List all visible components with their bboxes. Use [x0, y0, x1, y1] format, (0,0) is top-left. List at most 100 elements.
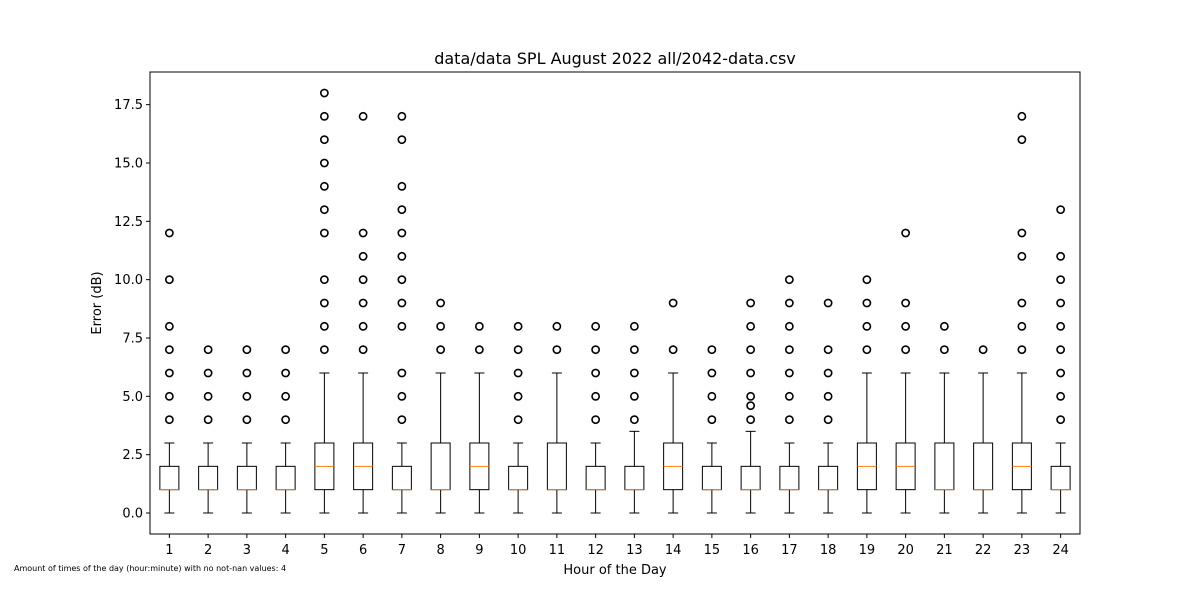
- outlier-point: [1056, 368, 1066, 378]
- outlier-point: [397, 321, 407, 331]
- x-tick-label: 11: [549, 543, 566, 558]
- outlier-point: [862, 275, 872, 285]
- box-iqr: [624, 465, 645, 491]
- outlier-point: [707, 368, 717, 378]
- outlier-point: [862, 321, 872, 331]
- outlier-point: [358, 228, 368, 238]
- outlier-point: [513, 391, 523, 401]
- outlier-point: [1017, 135, 1027, 145]
- outlier-point: [1056, 298, 1066, 308]
- y-tick-label: 10.0: [114, 273, 143, 288]
- outlier-point: [746, 415, 756, 425]
- outlier-point: [397, 415, 407, 425]
- outlier-point: [397, 251, 407, 261]
- outlier-point: [397, 368, 407, 378]
- outlier-point: [1017, 321, 1027, 331]
- outlier-point: [1017, 298, 1027, 308]
- box-iqr: [275, 465, 296, 491]
- y-tick-label: 5.0: [122, 390, 143, 405]
- x-tick-label: 14: [665, 543, 682, 558]
- outlier-point: [319, 321, 329, 331]
- x-tick-label: 1: [165, 543, 173, 558]
- outlier-point: [436, 298, 446, 308]
- box-iqr: [391, 465, 412, 491]
- outlier-point: [397, 275, 407, 285]
- outlier-point: [358, 275, 368, 285]
- outlier-point: [707, 415, 717, 425]
- outlier-point: [591, 345, 601, 355]
- outlier-point: [823, 368, 833, 378]
- outlier-point: [1017, 111, 1027, 121]
- outlier-point: [242, 415, 252, 425]
- outlier-point: [397, 298, 407, 308]
- x-tick-label: 13: [626, 543, 643, 558]
- x-tick-label: 15: [704, 543, 721, 558]
- outlier-point: [1056, 275, 1066, 285]
- outlier-point: [164, 368, 174, 378]
- outlier-point: [1017, 251, 1027, 261]
- outlier-point: [939, 321, 949, 331]
- outlier-point: [319, 275, 329, 285]
- x-tick-label: 22: [975, 543, 992, 558]
- outlier-point: [1017, 228, 1027, 238]
- x-tick-label: 12: [587, 543, 604, 558]
- y-tick-label: 17.5: [114, 98, 143, 113]
- x-tick-label: 6: [359, 543, 367, 558]
- outlier-point: [164, 275, 174, 285]
- outlier-point: [1056, 321, 1066, 331]
- outlier-point: [707, 391, 717, 401]
- outlier-point: [629, 391, 639, 401]
- outlier-point: [319, 181, 329, 191]
- outlier-point: [513, 415, 523, 425]
- outlier-point: [358, 345, 368, 355]
- outlier-point: [746, 368, 756, 378]
- outlier-point: [358, 111, 368, 121]
- outlier-point: [319, 158, 329, 168]
- outlier-point: [784, 391, 794, 401]
- outlier-point: [591, 368, 601, 378]
- outlier-point: [436, 345, 446, 355]
- x-tick-label: 7: [398, 543, 406, 558]
- outlier-point: [164, 415, 174, 425]
- box-iqr: [159, 465, 180, 491]
- outlier-point: [823, 391, 833, 401]
- box-iqr: [740, 465, 761, 491]
- outlier-point: [784, 415, 794, 425]
- outlier-point: [474, 321, 484, 331]
- outlier-point: [823, 345, 833, 355]
- x-tick-label: 18: [820, 543, 837, 558]
- x-tick-label: 24: [1052, 543, 1069, 558]
- y-tick-label: 0.0: [122, 507, 143, 522]
- outlier-point: [397, 205, 407, 215]
- outlier-point: [319, 111, 329, 121]
- box-iqr: [236, 465, 257, 491]
- outlier-point: [591, 391, 601, 401]
- x-tick-label: 3: [243, 543, 251, 558]
- x-axis-label: Hour of the Day: [563, 563, 667, 578]
- y-tick-label: 2.5: [122, 448, 143, 463]
- x-tick-label: 23: [1014, 543, 1031, 558]
- outlier-point: [668, 298, 678, 308]
- x-tick-label: 9: [475, 543, 483, 558]
- y-tick-label: 7.5: [122, 332, 143, 347]
- outlier-point: [862, 298, 872, 308]
- outlier-point: [591, 321, 601, 331]
- outlier-point: [784, 321, 794, 331]
- outlier-point: [939, 345, 949, 355]
- outlier-point: [823, 298, 833, 308]
- outlier-point: [281, 415, 291, 425]
- outlier-point: [901, 345, 911, 355]
- outlier-point: [862, 345, 872, 355]
- x-tick-label: 2: [204, 543, 212, 558]
- outlier-point: [319, 345, 329, 355]
- outlier-point: [746, 321, 756, 331]
- outlier-point: [1017, 345, 1027, 355]
- outlier-point: [784, 298, 794, 308]
- outlier-point: [164, 391, 174, 401]
- outlier-point: [242, 345, 252, 355]
- outlier-point: [436, 321, 446, 331]
- x-tick-label: 8: [436, 543, 444, 558]
- outlier-point: [281, 345, 291, 355]
- outlier-point: [319, 135, 329, 145]
- outlier-point: [203, 368, 213, 378]
